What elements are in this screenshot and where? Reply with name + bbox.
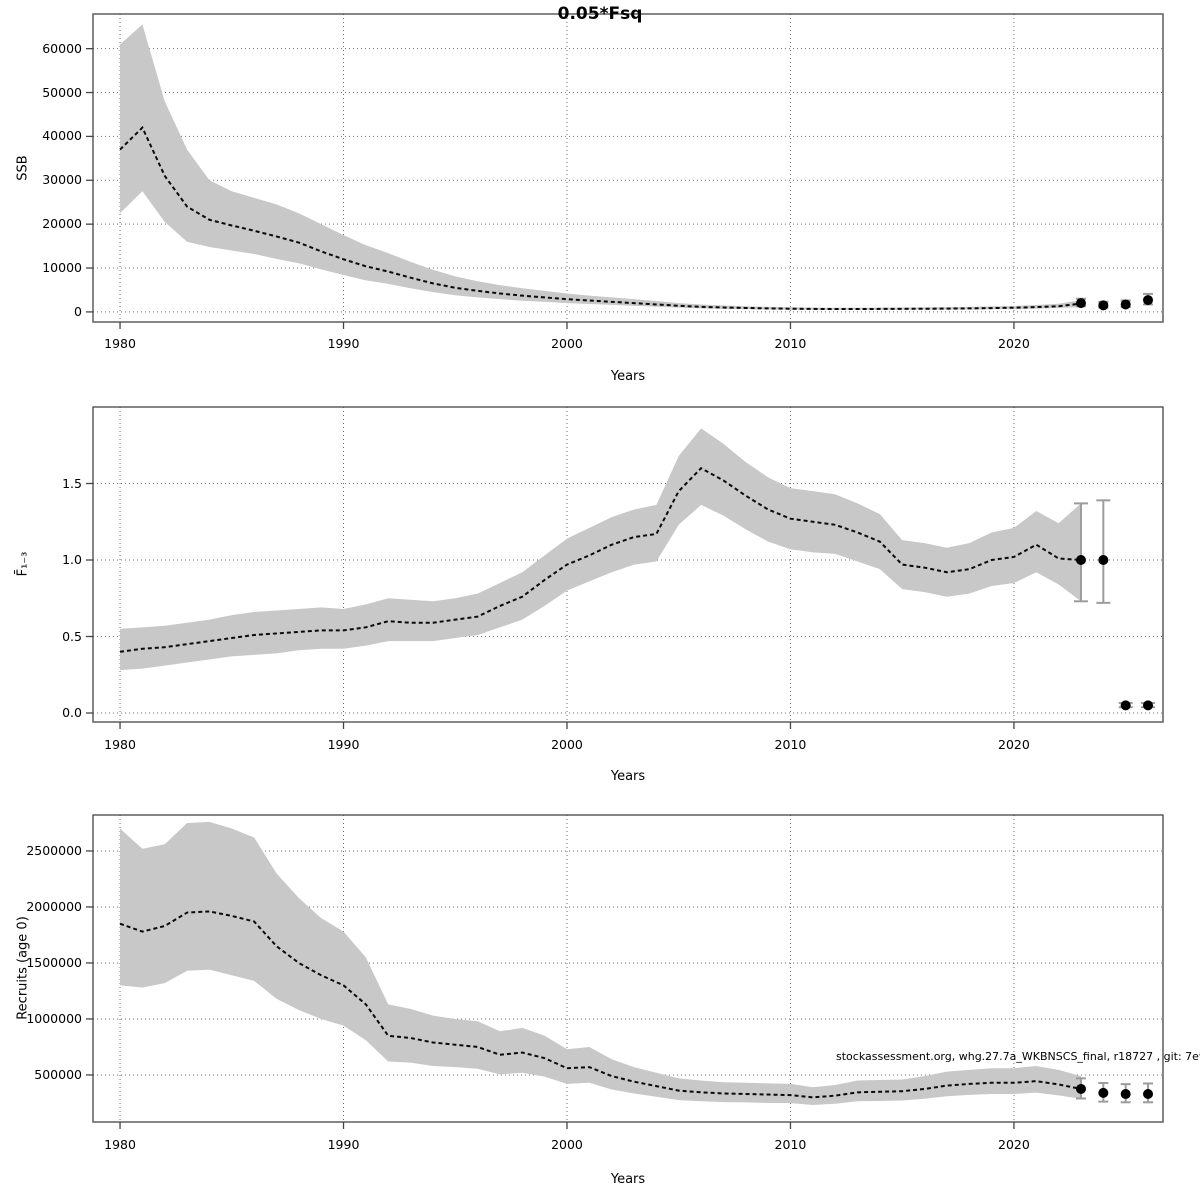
recruits-median-line [119,910,1082,1099]
fbar-y-tick-label: 0.0 [62,705,82,720]
fbar-y-tick-label: 1.5 [62,475,82,491]
chart-title: 0.05*Fsq [557,4,643,24]
fbar-y-tick-label: 0.5 [62,628,82,644]
ssb-y-tick-label: 0 [74,303,82,319]
fbar-forecast-point [1098,555,1109,566]
ssb-x-tick-label: 2010 [774,336,807,351]
ssb-median-line [119,125,1082,311]
fbar-forecast-point [1120,700,1131,711]
ssb-y-tick-label: 50000 [42,84,82,100]
recruits-forecast-point [1143,1088,1154,1099]
recruits-y-tick-label: 2000000 [26,898,82,914]
fbar-forecast-point [1075,555,1086,566]
recruits-forecast-point [1098,1087,1109,1098]
ssb-y-tick-label: 30000 [42,172,82,188]
recruits-frame [92,814,1164,1123]
fbar-x-tick-label: 1980 [104,737,136,752]
recruits-forecast-point [1120,1088,1131,1099]
recruits-x-tick-label: 1990 [327,1137,360,1152]
ssb-y-tick-label: 20000 [42,216,82,232]
recruits-panel [86,814,1164,1129]
ssb-confidence-band [120,24,1081,310]
fbar-x-tick-label: 2010 [774,737,807,752]
ssb-y-tick-label: 40000 [42,128,82,144]
ssb-y-tick-label: 60000 [42,40,82,56]
ssb-forecast-point [1075,298,1086,309]
recruits-x-tick-label: 2020 [998,1137,1030,1152]
ssb-forecast-point [1120,299,1131,310]
years-axis-label-recruits: Years [610,1172,646,1187]
recruits-y-tick-label: 1000000 [26,1010,82,1026]
ssb-frame [92,13,1164,323]
years-axis-label-ssb: Years [610,369,646,384]
recruits-y-tick-label: 500000 [34,1066,82,1082]
fbar-x-tick-label: 2020 [998,737,1030,752]
ssb-x-tick-label: 1990 [327,336,360,351]
recruits-y-tick-label: 1500000 [26,954,82,970]
ssb-x-tick-label: 2000 [551,336,583,351]
ssb-forecast-point [1098,300,1109,311]
ssb-forecast-point [1143,295,1154,306]
fbar-x-tick-label: 1990 [327,737,360,752]
fbar-frame [92,406,1164,723]
recruits-x-tick-label: 2000 [551,1137,583,1152]
ssb-x-tick-label: 2020 [998,336,1030,351]
fbar-panel [86,406,1164,729]
ssb-panel [86,13,1164,329]
years-axis-label-fbar: Years [610,769,646,784]
fbar-y-tick-label: 1.0 [62,552,82,567]
recruits-forecast-point [1075,1083,1086,1094]
recruits-x-tick-label: 2010 [774,1137,807,1152]
fbar-x-tick-label: 2000 [551,737,583,752]
attribution-text: stockassessment.org, whg.27.7a_WKBNSCS_f… [836,1050,1200,1063]
ssb-y-tick-label: 10000 [42,260,82,276]
recruits-x-tick-label: 1980 [104,1137,136,1152]
fbar-median-line [119,466,1082,653]
ssb-x-tick-label: 1980 [104,336,136,351]
fbar-forecast-point [1143,700,1154,711]
fbar-confidence-band [120,428,1081,671]
recruits-confidence-band [120,821,1081,1105]
recruits-y-tick-label: 2500000 [26,842,82,858]
